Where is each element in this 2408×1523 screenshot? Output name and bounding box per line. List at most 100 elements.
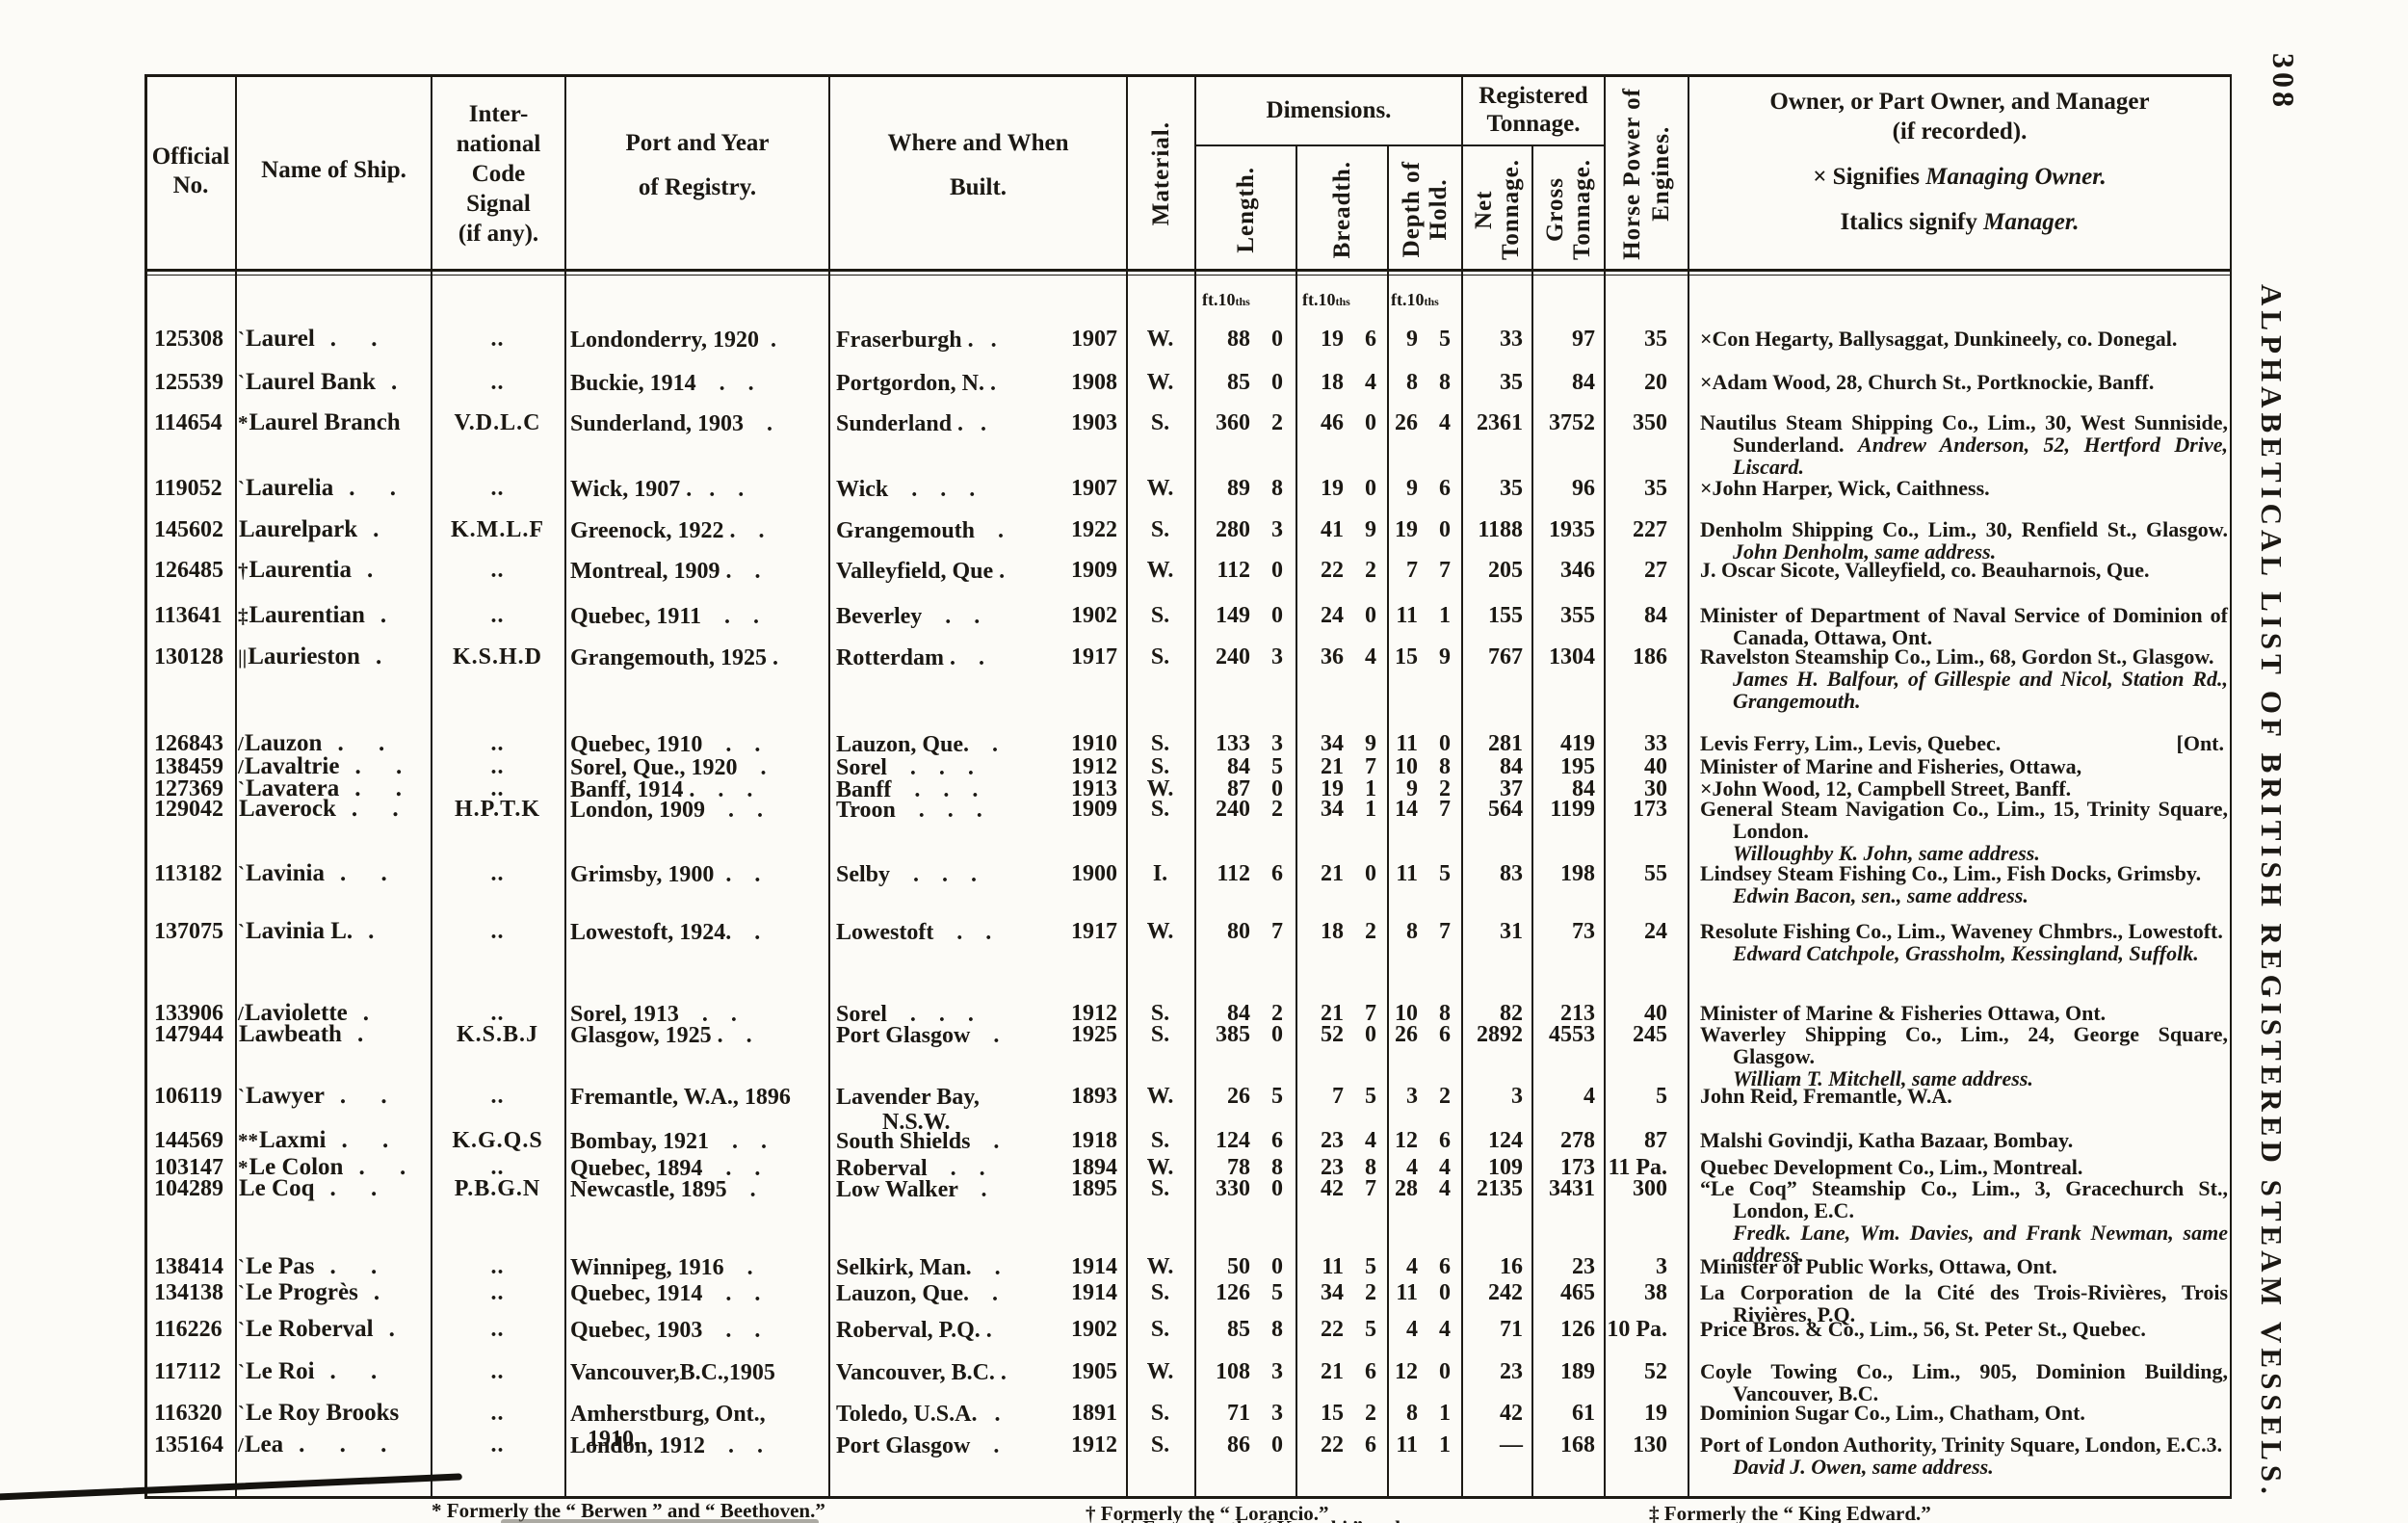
col-header-horse-power: Horse Power of Engines. xyxy=(1618,87,1674,260)
owner-header-line1: Owner, or Part Owner, and Manager xyxy=(1769,89,2150,115)
leader-dots: . . xyxy=(329,326,378,352)
cell-where-built: Sorel . . . 1912 xyxy=(836,755,1117,780)
cell-horse-power: 84 xyxy=(1644,603,1667,628)
cell-depth: 26 6 xyxy=(1395,1022,1451,1047)
owner-name: ×John Harper, Wick, Caithness. xyxy=(1700,476,1990,500)
illegible-footnote-smudge xyxy=(501,1519,819,1523)
annotation-mark: ‡ xyxy=(238,604,249,627)
footnote-berwen: * Formerly the “ Berwen ” and “ Beethove… xyxy=(432,1499,825,1522)
cell-net-tonnage: 16 xyxy=(1500,1254,1523,1279)
cell-where-built: Grangemouth . 1922 xyxy=(836,518,1117,543)
cell-where-built: Valleyfield, Que . 1909 xyxy=(836,559,1117,584)
owner-name: La Corporation de la Cité des Trois-Rivi… xyxy=(1700,1280,2228,1326)
cell-length: 80 7 xyxy=(1227,919,1283,944)
cell-code-signal: .. xyxy=(490,558,505,583)
cell-official-no: 135164 xyxy=(154,1432,223,1457)
built-place: Grangemouth . xyxy=(836,518,1004,543)
cell-net-tonnage: 23 xyxy=(1500,1359,1523,1384)
cell-where-built: Banff . . . 1913 xyxy=(836,777,1117,802)
cell-length: 50 0 xyxy=(1227,1254,1283,1279)
cell-material: W. xyxy=(1146,370,1174,395)
cell-gross-tonnage: 213 xyxy=(1560,1001,1595,1026)
built-year: 1917 xyxy=(1071,919,1117,944)
built-year: 1913 xyxy=(1071,776,1117,801)
built-year: 1922 xyxy=(1071,517,1117,542)
cell-horse-power: 245 xyxy=(1633,1022,1667,1047)
cell-official-no: 126843 xyxy=(154,731,223,756)
built-place: Lauzon, Que. . xyxy=(836,1281,999,1306)
cell-material: S. xyxy=(1150,1176,1170,1201)
cell-ship-name: *Le Colon. . xyxy=(238,1154,406,1180)
cell-port-registry: Newcastle, 1895 . xyxy=(570,1177,756,1202)
cell-where-built: Selkirk, Man. . 1914 xyxy=(836,1255,1117,1280)
cell-gross-tonnage: 355 xyxy=(1560,603,1595,628)
cell-gross-tonnage: 3752 xyxy=(1549,410,1595,435)
annotation-mark: ` xyxy=(238,862,245,885)
cell-gross-tonnage: 1935 xyxy=(1549,517,1595,542)
cell-port-registry: Bombay, 1921 . . xyxy=(570,1129,768,1154)
cell-where-built: Lowestoft . . 1917 xyxy=(836,920,1117,945)
owner-name: Minister of Marine and Fisheries, Ottawa… xyxy=(1700,754,2082,778)
cell-official-no: 125308 xyxy=(154,327,223,352)
cell-material: W. xyxy=(1146,1155,1174,1180)
annotation-mark: ` xyxy=(238,777,245,801)
cell-material: S. xyxy=(1150,1022,1170,1047)
owner-name: Malshi Govindji, Katha Bazaar, Bombay. xyxy=(1700,1128,2074,1152)
annotation-mark: ` xyxy=(238,1360,245,1383)
built-year: 1912 xyxy=(1071,754,1117,779)
cell-breadth: 41 9 xyxy=(1321,517,1376,542)
cell-port-registry: Sunderland, 1903 . xyxy=(570,411,773,436)
leader-dots: . xyxy=(356,1021,364,1047)
page-number: 308 xyxy=(2266,53,2301,111)
cell-code-signal: K.G.Q.S xyxy=(452,1128,543,1153)
built-place: Selby . . . xyxy=(836,862,978,887)
leader-dots: . xyxy=(373,516,380,542)
leader-dots: . xyxy=(373,1279,380,1305)
table-rule xyxy=(144,269,2232,272)
cell-official-no: 114654 xyxy=(154,410,222,435)
cell-port-registry: London, 1912 . . xyxy=(570,1433,764,1458)
cell-length: 133 3 xyxy=(1216,731,1283,756)
cell-where-built: Vancouver, B.C. . 1905 xyxy=(836,1360,1117,1385)
cell-port-registry: Quebec, 1894 . . xyxy=(570,1156,761,1181)
cell-port-registry: Quebec, 1903 . . xyxy=(570,1318,761,1343)
cell-depth: 15 9 xyxy=(1395,644,1451,670)
built-year: 1894 xyxy=(1071,1155,1117,1180)
built-year: 1895 xyxy=(1071,1176,1117,1201)
annotation-mark: ` xyxy=(238,371,245,394)
cell-gross-tonnage: 3431 xyxy=(1549,1176,1595,1201)
cell-owner: Minister of Marine and Fisheries, Ottawa… xyxy=(1700,755,2228,777)
cell-ship-name: `Lavinia. . xyxy=(238,860,387,886)
cell-port-registry: Sorel, 1913 . . xyxy=(570,1002,737,1027)
cell-material: I. xyxy=(1152,861,1168,886)
annotation-mark: ` xyxy=(238,1402,245,1425)
cell-depth: 12 0 xyxy=(1395,1359,1451,1384)
built-year: 1917 xyxy=(1071,644,1117,670)
cell-where-built: Portgordon, N. . 1908 xyxy=(836,371,1117,396)
cell-material: S. xyxy=(1150,410,1170,435)
col-header-breadth: Breadth. xyxy=(1328,160,1355,259)
cell-where-built: Troon . . . 1909 xyxy=(836,798,1117,823)
col-header-dimensions: Dimensions. xyxy=(1266,97,1392,123)
cell-ship-name: ||Laurieston. xyxy=(238,643,382,670)
column-rule xyxy=(1688,77,1689,1496)
column-rule xyxy=(828,77,830,1496)
leader-dots: . xyxy=(375,643,382,670)
cell-net-tonnage: 33 xyxy=(1500,327,1523,352)
cell-owner: La Corporation de la Cité des Trois-Rivi… xyxy=(1700,1281,2228,1326)
built-year: 1912 xyxy=(1071,1432,1117,1457)
footnote-lorancio: † Formerly the “ Lorancio.” xyxy=(1086,1502,1329,1523)
cell-owner: Nautilus Steam Shipping Co., Lim., 30, W… xyxy=(1700,411,2228,478)
cell-owner: Denholm Shipping Co., Lim., 30, Renfield… xyxy=(1700,518,2228,563)
cell-port-registry: London, 1909 . . xyxy=(570,798,764,823)
leader-dots: . . xyxy=(329,1175,378,1201)
annotation-mark: / xyxy=(238,755,244,778)
cell-breadth: 36 4 xyxy=(1321,644,1376,670)
column-rule xyxy=(1126,77,1128,1496)
cell-horse-power: 173 xyxy=(1633,797,1667,822)
cell-official-no: 134138 xyxy=(154,1280,223,1305)
cell-gross-tonnage: 346 xyxy=(1560,558,1595,583)
built-place: Sorel . . . xyxy=(836,1002,974,1027)
owner-name: Lindsey Steam Fishing Co., Lim., Fish Do… xyxy=(1700,861,2202,885)
